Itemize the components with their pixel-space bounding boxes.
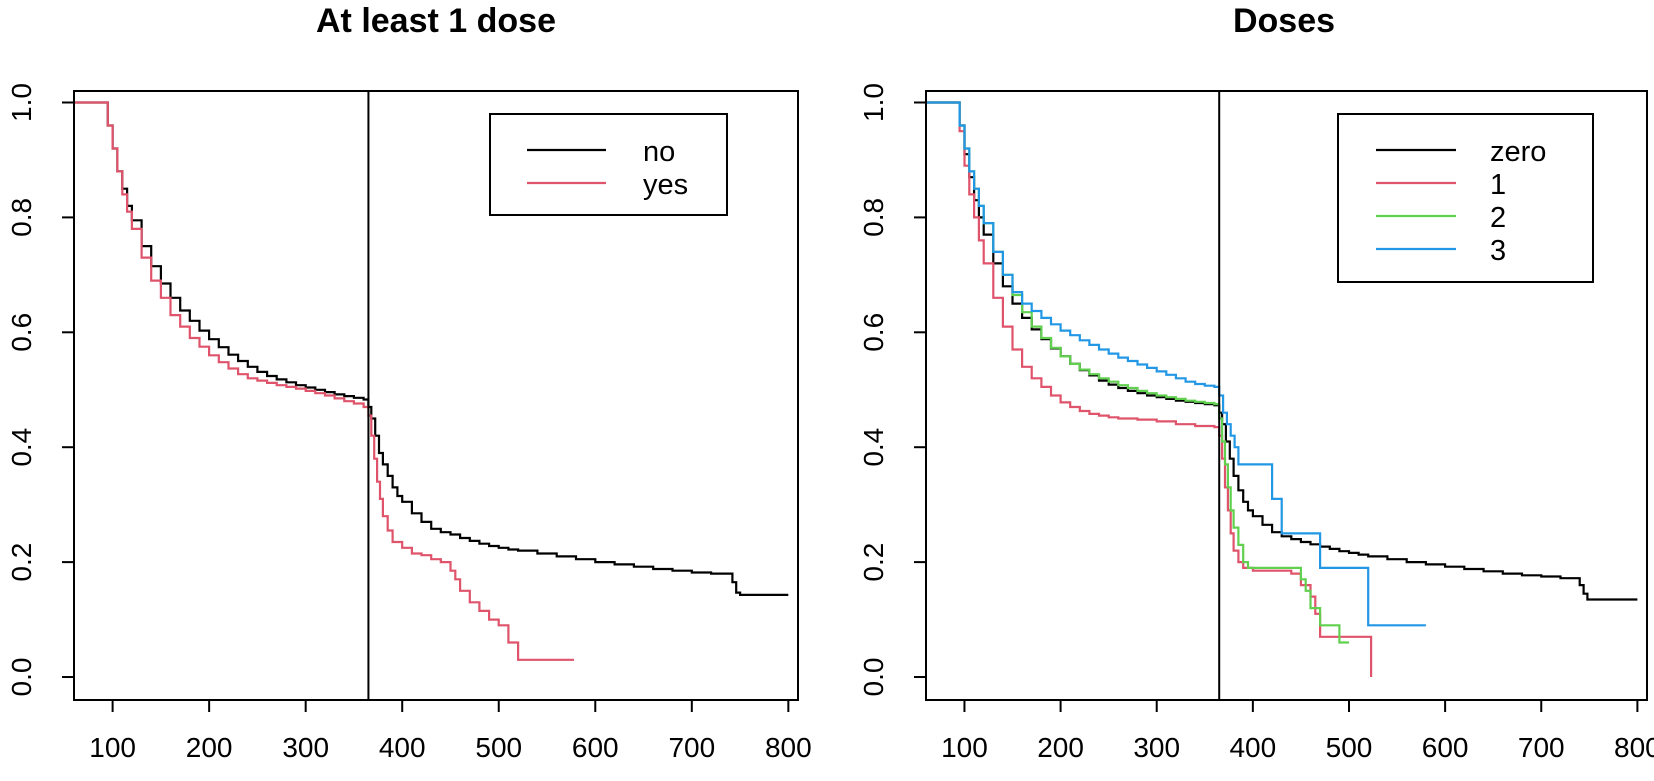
x-tick-label: 600 [1422, 732, 1469, 763]
legend-label-1: 1 [1490, 169, 1506, 201]
x-tick-label: 700 [1518, 732, 1565, 763]
x-tick-label: 700 [668, 732, 715, 763]
x-tick-label: 500 [475, 732, 522, 763]
x-tick-label: 200 [1037, 732, 1084, 763]
y-tick-label: 0.0 [858, 658, 889, 697]
x-tick-label: 300 [282, 732, 329, 763]
legend-label-3: 3 [1490, 235, 1506, 267]
chart-title: At least 1 dose [316, 2, 556, 40]
series-line-no [74, 101, 789, 596]
legend-box [1337, 113, 1594, 283]
plot-frame [925, 90, 1648, 701]
y-tick-label: 0.2 [6, 543, 37, 582]
series-line-1 [926, 101, 1373, 677]
x-tick-label: 400 [379, 732, 426, 763]
chart-title: Doses [1233, 2, 1335, 40]
series-line-zero [926, 101, 1638, 601]
y-tick-label: 0.6 [858, 313, 889, 352]
x-tick-label: 300 [1133, 732, 1180, 763]
x-tick-label: 500 [1326, 732, 1373, 763]
y-tick-label: 1.0 [858, 83, 889, 122]
x-tick-label: 100 [941, 732, 988, 763]
legend-label-2: 2 [1490, 202, 1506, 234]
legend-label-zero: zero [1490, 136, 1546, 168]
legend-label-no: no [643, 136, 675, 168]
series-line-3 [926, 101, 1426, 627]
y-tick-label: 0.8 [6, 198, 37, 237]
legend-label-yes: yes [643, 169, 688, 201]
y-tick-label: 1.0 [6, 83, 37, 122]
series-group [74, 101, 789, 661]
y-tick-label: 0.4 [858, 428, 889, 467]
y-tick-label: 0.4 [6, 428, 37, 467]
x-tick-label: 800 [765, 732, 812, 763]
y-tick-label: 0.8 [858, 198, 889, 237]
legend-box [489, 113, 728, 216]
x-tick-label: 800 [1614, 732, 1654, 763]
y-tick-label: 0.0 [6, 658, 37, 697]
series-line-yes [74, 101, 574, 661]
y-tick-label: 0.2 [858, 543, 889, 582]
plot-frame [73, 90, 799, 701]
y-tick-label: 0.6 [6, 313, 37, 352]
panel-at-least-1-dose: At least 1 dose 100 200 300 400 500 600 700 800 0… [6, 2, 812, 763]
x-tick-label: 400 [1229, 732, 1276, 763]
x-tick-label: 600 [572, 732, 619, 763]
x-tick-label: 100 [89, 732, 136, 763]
panel-doses: Doses 100 200 300 400 500 600 700 800 0.0 0.2 0.4 0.… [858, 2, 1654, 763]
series-group [926, 101, 1638, 677]
x-tick-label: 200 [186, 732, 233, 763]
